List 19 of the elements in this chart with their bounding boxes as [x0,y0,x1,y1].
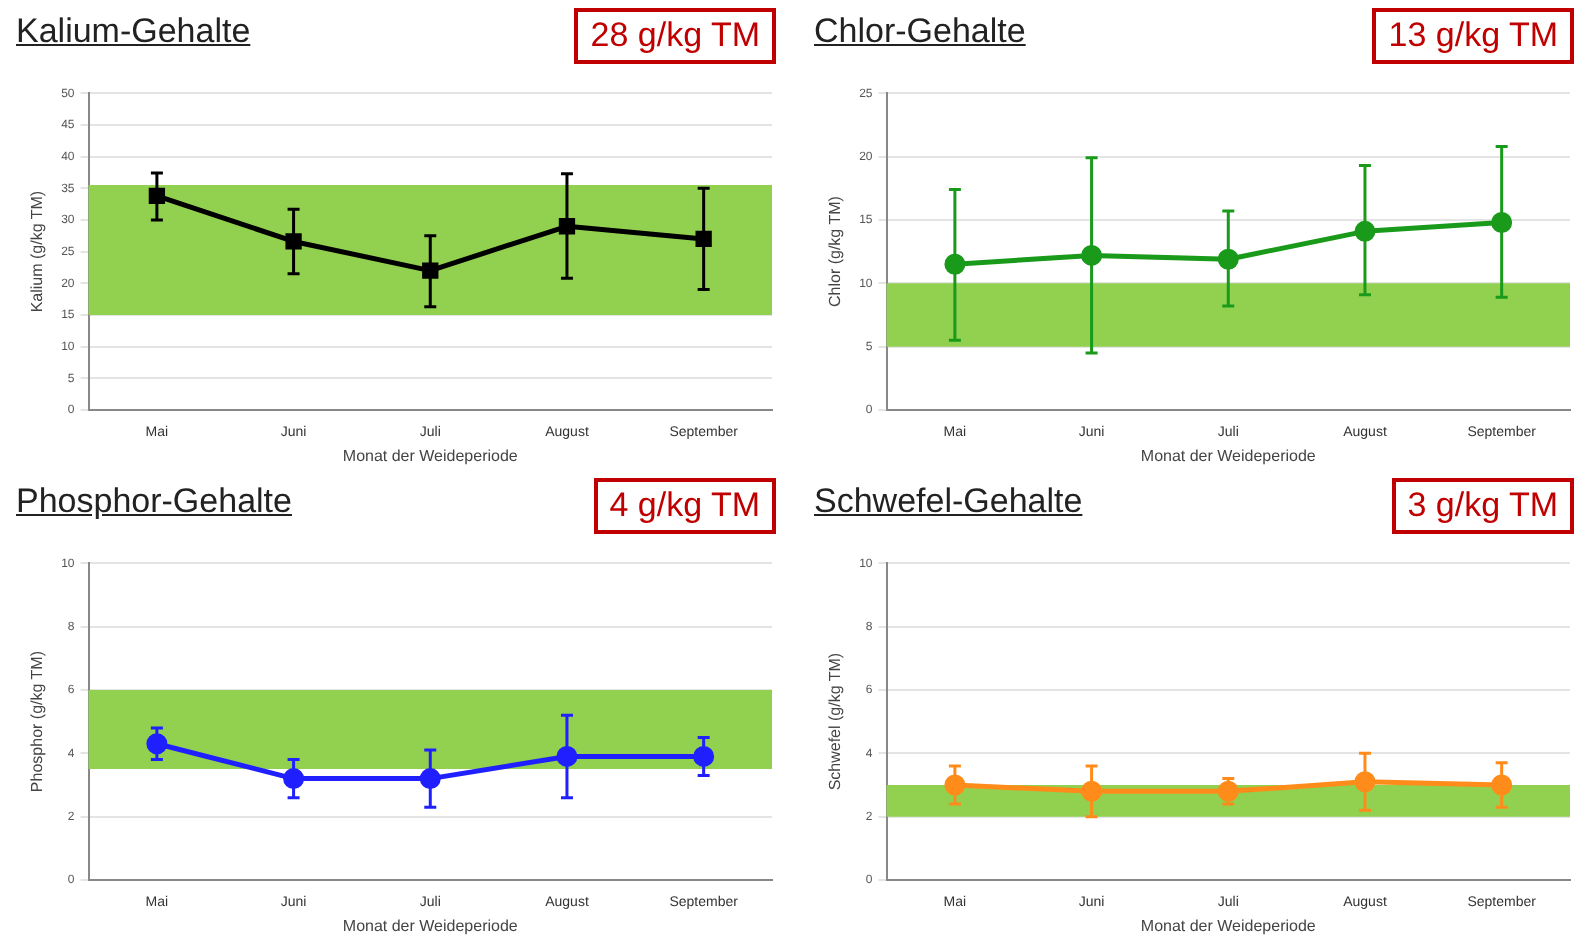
text: 13 g/kg TM [1372,8,1574,64]
x-axis-title: Monat der Weideperiode [1140,916,1317,935]
text: 28 g/kg TM [574,8,776,64]
x-axis-title: Monat der Weideperiode [342,916,519,935]
x-axis-title: Monat der Weideperiode [1140,446,1317,465]
chart-title: Kalium-Gehalte [16,12,251,52]
y-axis-title: Schwefel (g/kg TM) [826,652,845,791]
y-axis-title: Chlor (g/kg TM) [826,195,845,308]
point [695,230,712,248]
chart-title: Schwefel-Gehalte [814,482,1083,522]
point [422,262,439,279]
point [285,233,302,250]
text: 4 g/kg TM [593,478,776,534]
chart-title: Chlor-Gehalte [814,12,1026,52]
chart-title: Phosphor-Gehalte [16,482,292,522]
y-axis-title: Kalium (g/kg TM) [28,190,47,313]
y-axis-title: Phosphor (g/kg TM) [28,650,47,793]
x-axis-title: Monat der Weideperiode [342,446,519,465]
text: 3 g/kg TM [1391,478,1574,534]
